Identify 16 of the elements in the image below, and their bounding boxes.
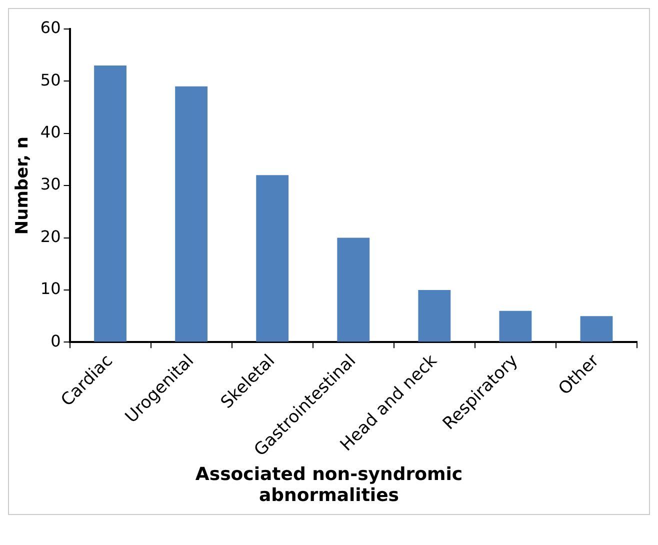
y-tick-label: 30 xyxy=(40,174,61,194)
bar xyxy=(499,310,532,342)
y-tick-label: 60 xyxy=(40,18,61,38)
bar xyxy=(580,316,613,342)
bar xyxy=(256,175,289,342)
x-axis-title: Associated non-syndromic abnormalities xyxy=(194,464,464,508)
y-tick-label: 20 xyxy=(40,226,61,246)
bar xyxy=(337,238,370,342)
y-tick-label: 0 xyxy=(50,331,61,350)
bar xyxy=(94,66,126,342)
bar xyxy=(175,86,208,342)
y-tick-label: 50 xyxy=(40,70,61,90)
y-tick-label: 40 xyxy=(40,122,61,142)
y-tick-label: 10 xyxy=(40,279,61,298)
y-axis-title: Number, n xyxy=(12,136,33,235)
bar xyxy=(418,290,451,342)
